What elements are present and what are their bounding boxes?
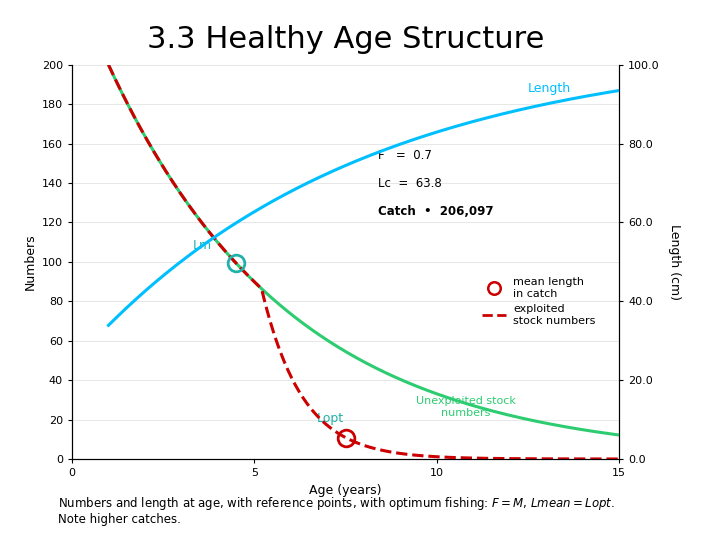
Text: Unexploited stock
numbers: Unexploited stock numbers xyxy=(416,396,516,417)
Legend: mean length
in catch, exploited
stock numbers: mean length in catch, exploited stock nu… xyxy=(477,273,600,330)
Y-axis label: Numbers: Numbers xyxy=(23,234,36,290)
Text: Lm: Lm xyxy=(192,239,212,253)
Text: Lopt: Lopt xyxy=(317,412,344,425)
Text: Length: Length xyxy=(528,83,571,96)
X-axis label: Age (years): Age (years) xyxy=(310,484,382,497)
Text: Numbers and length at age, with reference points, with optimum fishing: $\it{F=M: Numbers and length at age, with referenc… xyxy=(58,495,615,526)
Title: 3.3 Healthy Age Structure: 3.3 Healthy Age Structure xyxy=(147,25,544,54)
Text: Catch  •  206,097: Catch • 206,097 xyxy=(379,205,494,218)
Text: F   =  0.7: F = 0.7 xyxy=(379,150,432,163)
Y-axis label: Length (cm): Length (cm) xyxy=(667,224,680,300)
Text: Lc  =  63.8: Lc = 63.8 xyxy=(379,177,442,190)
